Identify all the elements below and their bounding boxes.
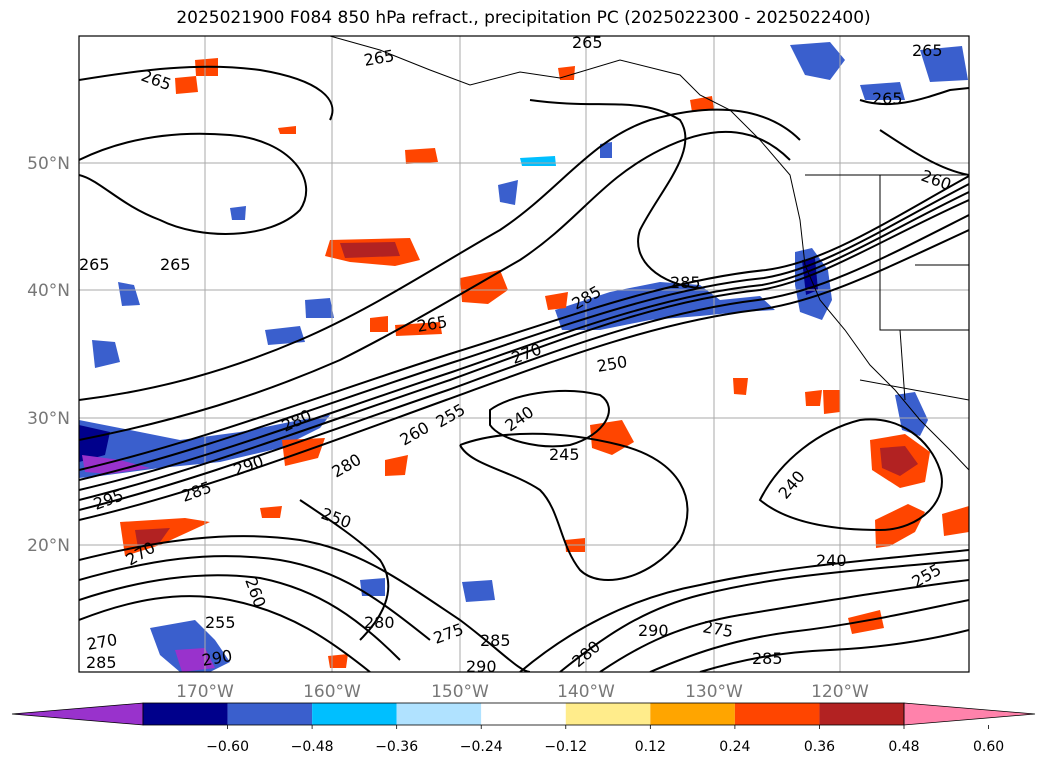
lon-label-170w: 170°W	[176, 682, 234, 702]
lat-label-50n: 50°N	[27, 154, 70, 174]
colorbar-extend-low	[11, 702, 144, 726]
colorbar-tick-label: 0.48	[888, 739, 919, 755]
contour-label: 265	[160, 255, 191, 274]
colorbar-segment	[650, 703, 735, 725]
lon-label-120w: 120°W	[811, 682, 869, 702]
lon-label-140w: 140°W	[557, 682, 615, 702]
lon-label-130w: 130°W	[685, 682, 743, 702]
colorbar-segment	[819, 703, 904, 725]
lat-label-30n: 30°N	[27, 409, 70, 429]
colorbar	[11, 702, 1036, 726]
colorbar-extend-high	[903, 702, 1036, 726]
contour-label: 285	[670, 273, 701, 292]
map-title: 2025021900 F084 850 hPa refract., precip…	[176, 8, 871, 28]
colorbar-tick-label: 0.24	[719, 739, 750, 755]
lon-label-150w: 150°W	[431, 682, 489, 702]
map-frame	[78, 35, 970, 673]
colorbar-tick-label: −0.24	[460, 739, 503, 755]
lat-label-20n: 20°N	[27, 536, 70, 556]
colorbar-segment	[396, 703, 482, 725]
colorbar-ticks: −0.60 −0.48 −0.36 −0.24 −0.12 0.12 0.24 0.36 0.4…	[206, 725, 1004, 755]
colorbar-outline	[142, 702, 905, 726]
colorbar-segment	[312, 703, 397, 725]
contour-label: 285	[752, 649, 783, 668]
contour-label: 290	[466, 657, 497, 676]
colorbar-tick-label: −0.48	[291, 739, 334, 755]
contour-label: 280	[364, 613, 395, 632]
colorbar-tick-label: −0.12	[544, 739, 587, 755]
map-area: 265 265 265 265 265 265 265 260 265 285 …	[79, 33, 969, 676]
colorbar-segment	[481, 703, 566, 725]
refractivity-contours	[79, 65, 969, 672]
contour-label: 240	[816, 551, 847, 570]
colorbar-segment	[227, 703, 313, 725]
contour-label: 265	[572, 33, 603, 52]
lat-label-40n: 40°N	[27, 281, 70, 301]
colorbar-tick-label: 0.60	[973, 739, 1004, 755]
contour-label: 285	[86, 653, 117, 672]
contour-label: 265	[872, 89, 903, 108]
longitude-labels: 170°W 160°W 150°W 140°W 130°W 120°W	[176, 682, 869, 702]
contour-label: 265	[912, 41, 943, 60]
colorbar-tick-label: −0.36	[375, 739, 418, 755]
colorbar-segment	[143, 703, 228, 725]
contour-label: 255	[205, 613, 236, 632]
contour-label: 285	[480, 631, 511, 650]
colorbar-tick-label: 0.36	[804, 739, 835, 755]
colorbar-segment	[565, 703, 651, 725]
colorbar-tick-label: 0.12	[635, 739, 666, 755]
contour-label: 265	[79, 255, 110, 274]
contour-label: 245	[549, 445, 580, 464]
latitude-labels: 50°N 40°N 30°N 20°N	[27, 154, 70, 556]
contour-label: 290	[638, 621, 669, 640]
lon-label-160w: 160°W	[303, 682, 361, 702]
colorbar-tick-label: −0.60	[206, 739, 249, 755]
graticule	[79, 36, 969, 672]
colorbar-segment	[734, 703, 820, 725]
